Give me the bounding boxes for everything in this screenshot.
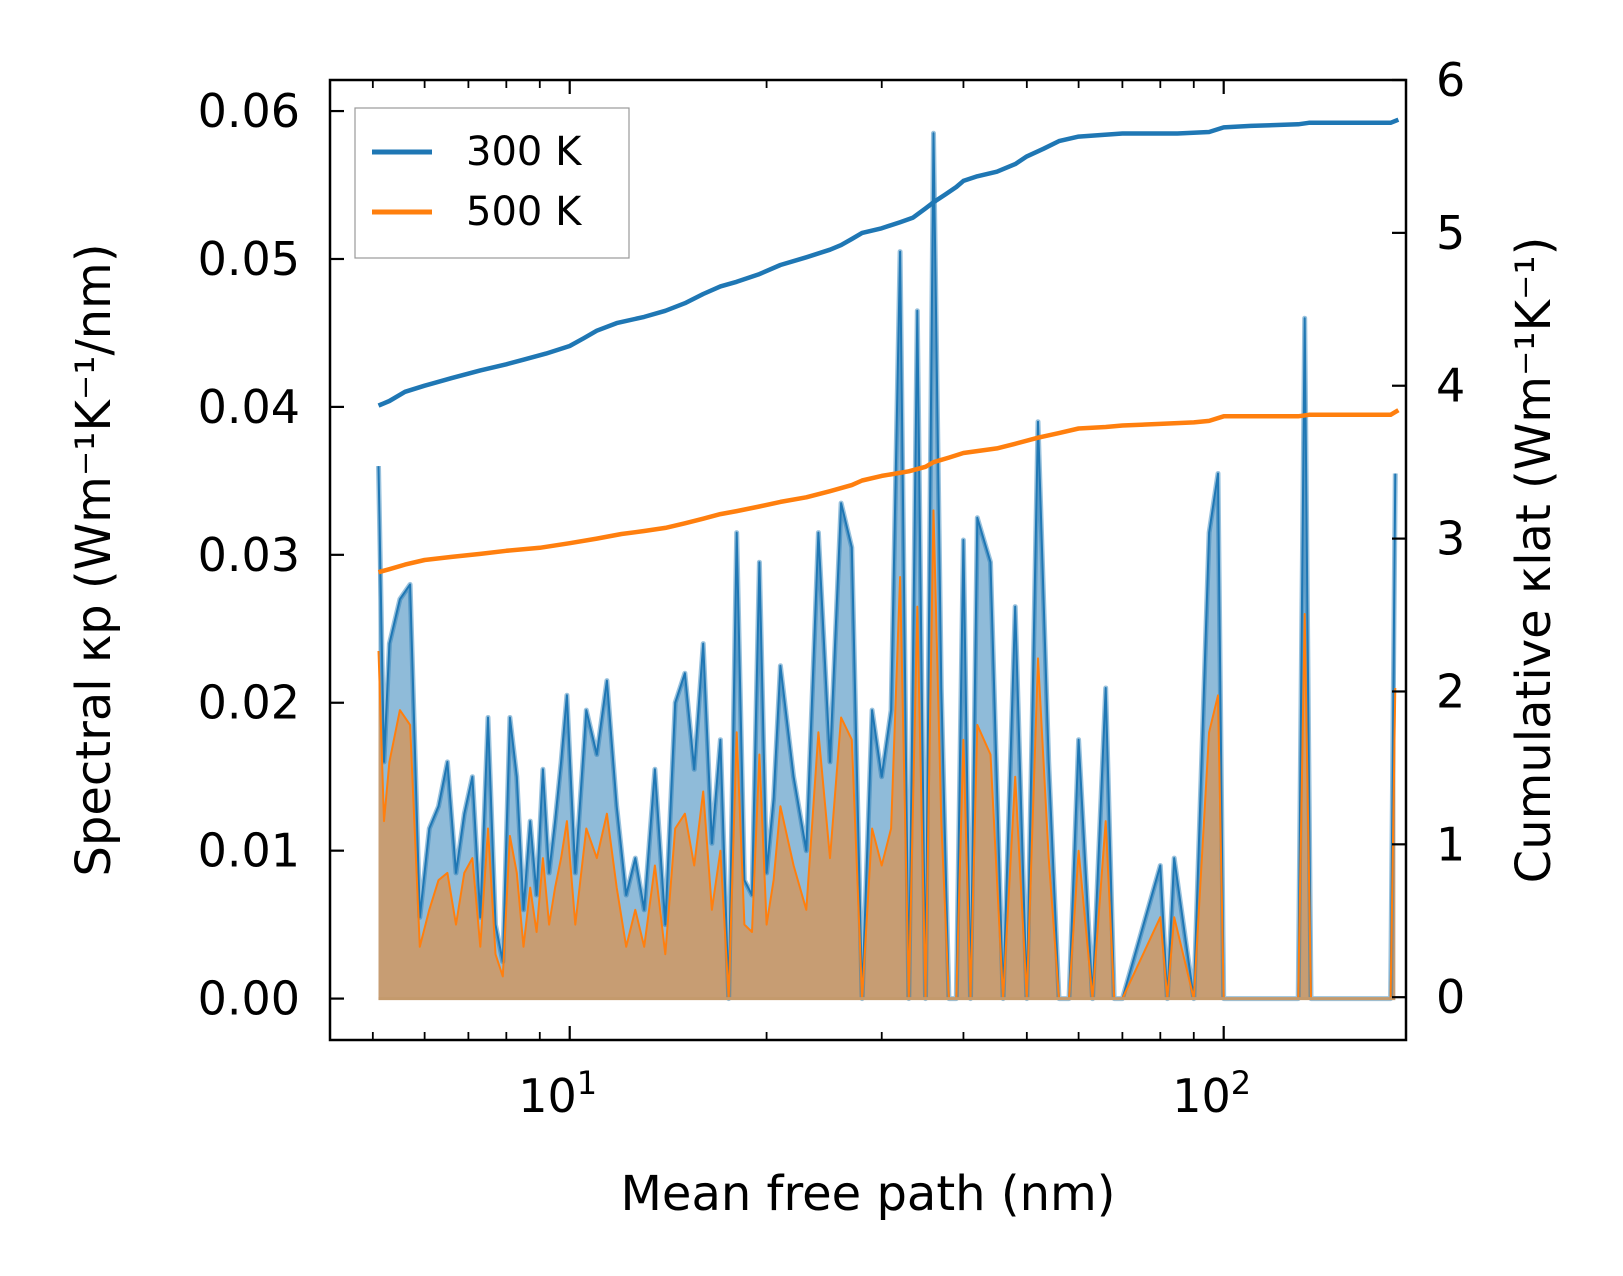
spectral-500k-area [378,510,1396,999]
y-tick-label-left: 0.05 [198,232,300,286]
y-tick-label-left: 0.03 [198,528,300,582]
y-tick-label-left: 0.04 [198,380,300,434]
y-tick-label-right: 4 [1436,359,1465,413]
legend: 300 K 500 K [354,107,630,259]
y-tick-label-right: 3 [1436,512,1465,566]
y-axis-title-left: Spectral κp (Wm⁻¹K⁻¹/nm) [66,243,122,876]
spectral-500k-line [377,509,1397,1000]
legend-box [354,107,630,259]
axes-frame [328,78,1408,1042]
spectral-300k-line [377,132,1397,1000]
cumulative-300k-line [377,117,1400,408]
y-tick-label-right: 0 [1436,970,1465,1024]
x-axis-title: Mean free path (nm) [621,1166,1116,1222]
y-tick-label-right: 1 [1436,817,1465,871]
y-tick-label-left: 0.02 [198,676,300,730]
y-tick-label-right: 5 [1436,206,1465,260]
y-tick-label-left: 0.00 [198,972,300,1026]
cumulative-500k-line [377,408,1400,575]
y-tick-label-right: 6 [1436,53,1465,107]
y-tick-label-right: 2 [1436,664,1465,718]
spectral-300k-area [378,133,1396,999]
legend-label-300k: 300 K [466,129,583,175]
y-tick-label-left: 0.01 [198,824,300,878]
y-tick-label-left: 0.06 [198,84,300,138]
y-axis-title-right: Cumulative κlat (Wm⁻¹K⁻¹) [1506,237,1562,884]
legend-label-500k: 500 K [466,189,583,235]
plot-content [376,117,1400,1002]
